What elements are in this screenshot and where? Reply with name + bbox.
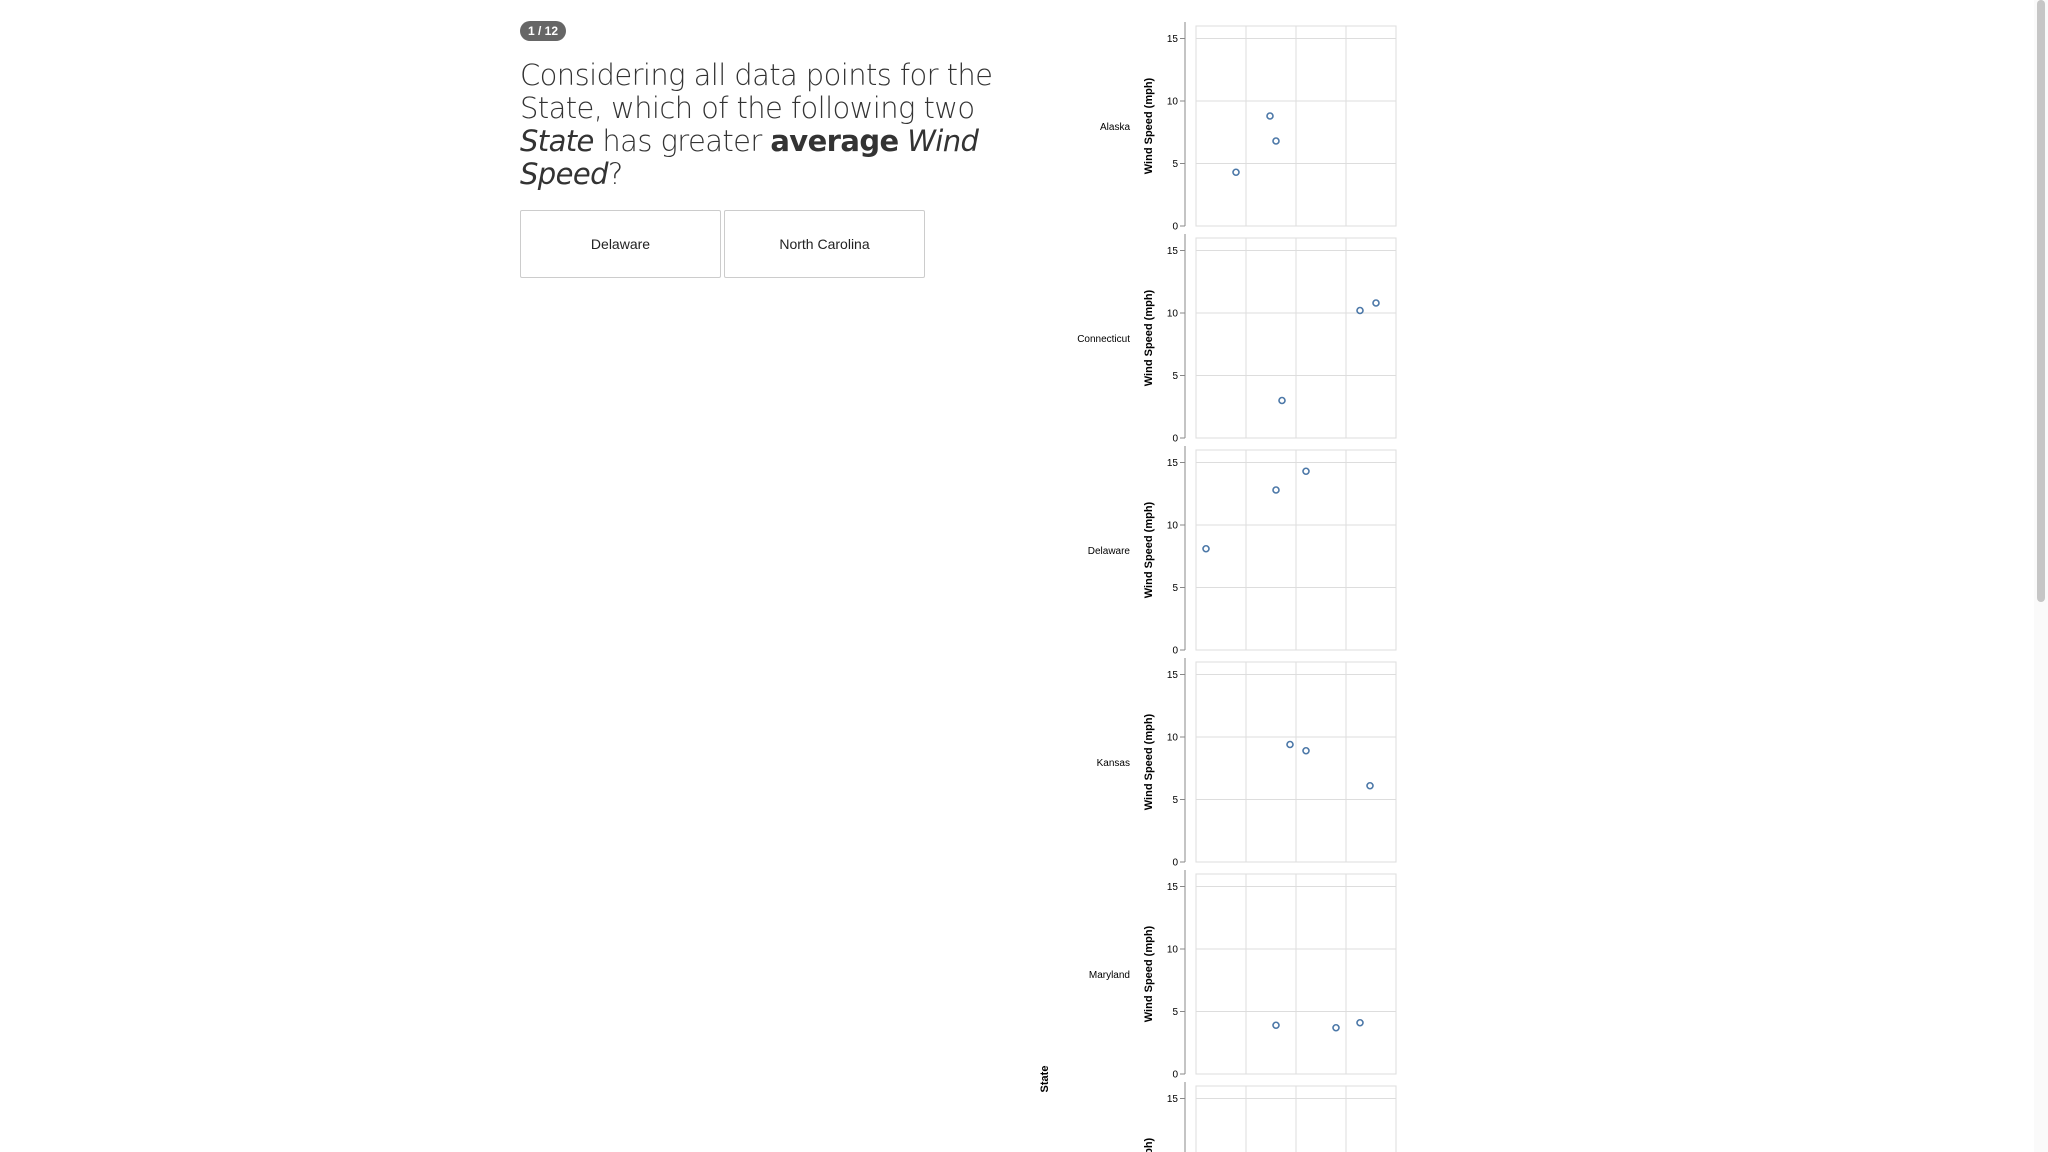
y-tick-label: 10 xyxy=(1167,521,1179,532)
answer-option-north-carolina[interactable]: North Carolina xyxy=(724,210,925,278)
data-point xyxy=(1278,396,1286,405)
scrollbar-thumb[interactable] xyxy=(2037,0,2045,602)
y-tick-label: 15 xyxy=(1167,458,1179,469)
y-tick-label: 0 xyxy=(1172,434,1178,445)
y-tick-label: 15 xyxy=(1167,1094,1179,1105)
page-scrollbar[interactable] xyxy=(2034,0,2048,1152)
y-tick-label: 5 xyxy=(1172,371,1178,382)
data-point xyxy=(1202,544,1210,553)
data-point xyxy=(1272,486,1280,494)
y-tick-label: 0 xyxy=(1172,222,1178,233)
y-axis-title: Wind Speed (mph) xyxy=(1143,713,1155,810)
y-tick-label: 15 xyxy=(1167,34,1179,45)
question-text: Considering all data points for the Stat… xyxy=(520,58,993,191)
y-tick-label: 15 xyxy=(1167,670,1179,681)
data-point xyxy=(1302,746,1310,755)
data-point xyxy=(1272,137,1280,145)
data-point xyxy=(1366,781,1374,790)
data-point xyxy=(1232,168,1240,177)
y-axis-title: Wind Speed (mph) xyxy=(1143,1137,1155,1152)
data-point xyxy=(1356,1018,1364,1027)
y-tick-label: 15 xyxy=(1167,246,1179,257)
data-point xyxy=(1372,299,1380,307)
data-point xyxy=(1286,740,1294,749)
y-tick-label: 5 xyxy=(1172,795,1178,806)
row-label-alaska: Alaska xyxy=(1100,122,1130,133)
y-tick-label: 5 xyxy=(1172,1007,1178,1018)
y-tick-label: 0 xyxy=(1172,858,1178,869)
y-tick-label: 5 xyxy=(1172,583,1178,594)
data-point xyxy=(1356,306,1364,315)
y-axis-title: Wind Speed (mph) xyxy=(1143,501,1155,598)
row-label-maryland: Maryland xyxy=(1089,970,1130,981)
y-tick-label: 0 xyxy=(1172,646,1178,657)
data-point xyxy=(1272,1021,1280,1030)
y-tick-label: 10 xyxy=(1167,945,1179,956)
y-axis-title: Wind Speed (mph) xyxy=(1143,289,1155,386)
progress-badge: 1 / 12 xyxy=(520,21,567,41)
row-label-delaware: Delaware xyxy=(1088,546,1131,557)
row-label-kansas: Kansas xyxy=(1097,758,1130,769)
row-field-title: State xyxy=(1039,1066,1051,1093)
answer-option-delaware[interactable]: Delaware xyxy=(520,210,721,278)
y-tick-label: 10 xyxy=(1167,309,1179,320)
row-label-connecticut: Connecticut xyxy=(1077,334,1130,345)
data-point xyxy=(1266,112,1274,120)
data-point xyxy=(1332,1023,1340,1032)
data-point xyxy=(1302,467,1310,476)
y-tick-label: 10 xyxy=(1167,97,1179,108)
y-axis-title: Wind Speed (mph) xyxy=(1143,77,1155,174)
y-tick-label: 0 xyxy=(1172,1070,1178,1081)
y-tick-label: 10 xyxy=(1167,733,1179,744)
y-axis-title: Wind Speed (mph) xyxy=(1143,925,1155,1022)
y-tick-label: 15 xyxy=(1167,882,1179,893)
y-tick-label: 5 xyxy=(1172,159,1178,170)
